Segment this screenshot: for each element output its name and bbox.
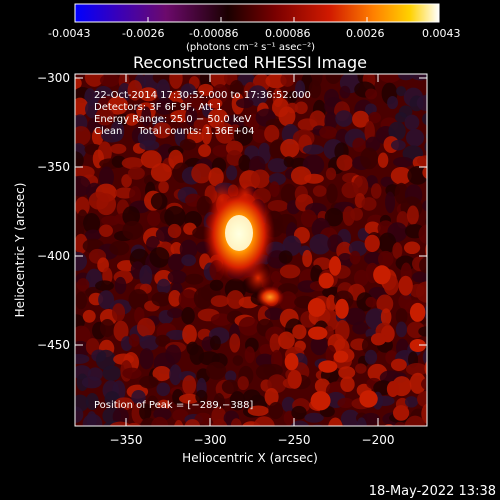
- method-counts: Clean Total counts: 1.36E+04: [94, 126, 254, 137]
- y-axis-label: Heliocentric Y (arcsec): [13, 183, 27, 318]
- y-tick-label: −350: [37, 160, 70, 174]
- colorbar-tick-label: 0.0026: [346, 27, 385, 40]
- time-range: 22-Oct-2014 17:30:52.000 to 17:36:52.000: [94, 90, 311, 101]
- colorbar-tick-label: -0.00086: [189, 27, 238, 40]
- x-tick-label: −300: [194, 433, 227, 447]
- rhessi-image: [75, 74, 427, 426]
- colorbar: -0.0043 -0.0026 -0.00086 0.00086 0.0026 …: [48, 3, 461, 53]
- timestamp: 18-May-2022 13:38: [369, 484, 496, 499]
- energy-range: Energy Range: 25.0 − 50.0 keV: [94, 114, 251, 125]
- plot-frame: [74, 73, 428, 427]
- x-tick-label: −200: [362, 433, 395, 447]
- colorbar-tick-label: -0.0043: [48, 27, 90, 40]
- colorbar-ticks: [74, 17, 440, 22]
- x-tick-label: −350: [110, 433, 143, 447]
- colorbar-tick-label: -0.0026: [122, 27, 164, 40]
- plot-title: Reconstructed RHESSI Image: [133, 53, 367, 72]
- x-axis: [125, 74, 379, 426]
- y-tick-label: −450: [37, 338, 70, 352]
- y-tick-label: −300: [37, 71, 70, 85]
- x-tick-label: −250: [278, 433, 311, 447]
- colorbar-tick-label: 0.00086: [265, 27, 311, 40]
- x-axis-label: Heliocentric X (arcsec): [182, 451, 318, 465]
- peak-position: Position of Peak = [−289,−388]: [94, 400, 253, 411]
- y-axis: [75, 77, 427, 346]
- annotation-block: 22-Oct-2014 17:30:52.000 to 17:36:52.000…: [94, 90, 311, 411]
- detectors: Detectors: 3F 6F 9F, Att 1: [94, 102, 222, 113]
- colorbar-tick-label: 0.0043: [422, 27, 461, 40]
- colorbar-gradient: [74, 3, 440, 23]
- y-tick-label: −400: [37, 249, 70, 263]
- colorbar-units: (photons cm⁻² s⁻¹ asec⁻²): [186, 42, 315, 53]
